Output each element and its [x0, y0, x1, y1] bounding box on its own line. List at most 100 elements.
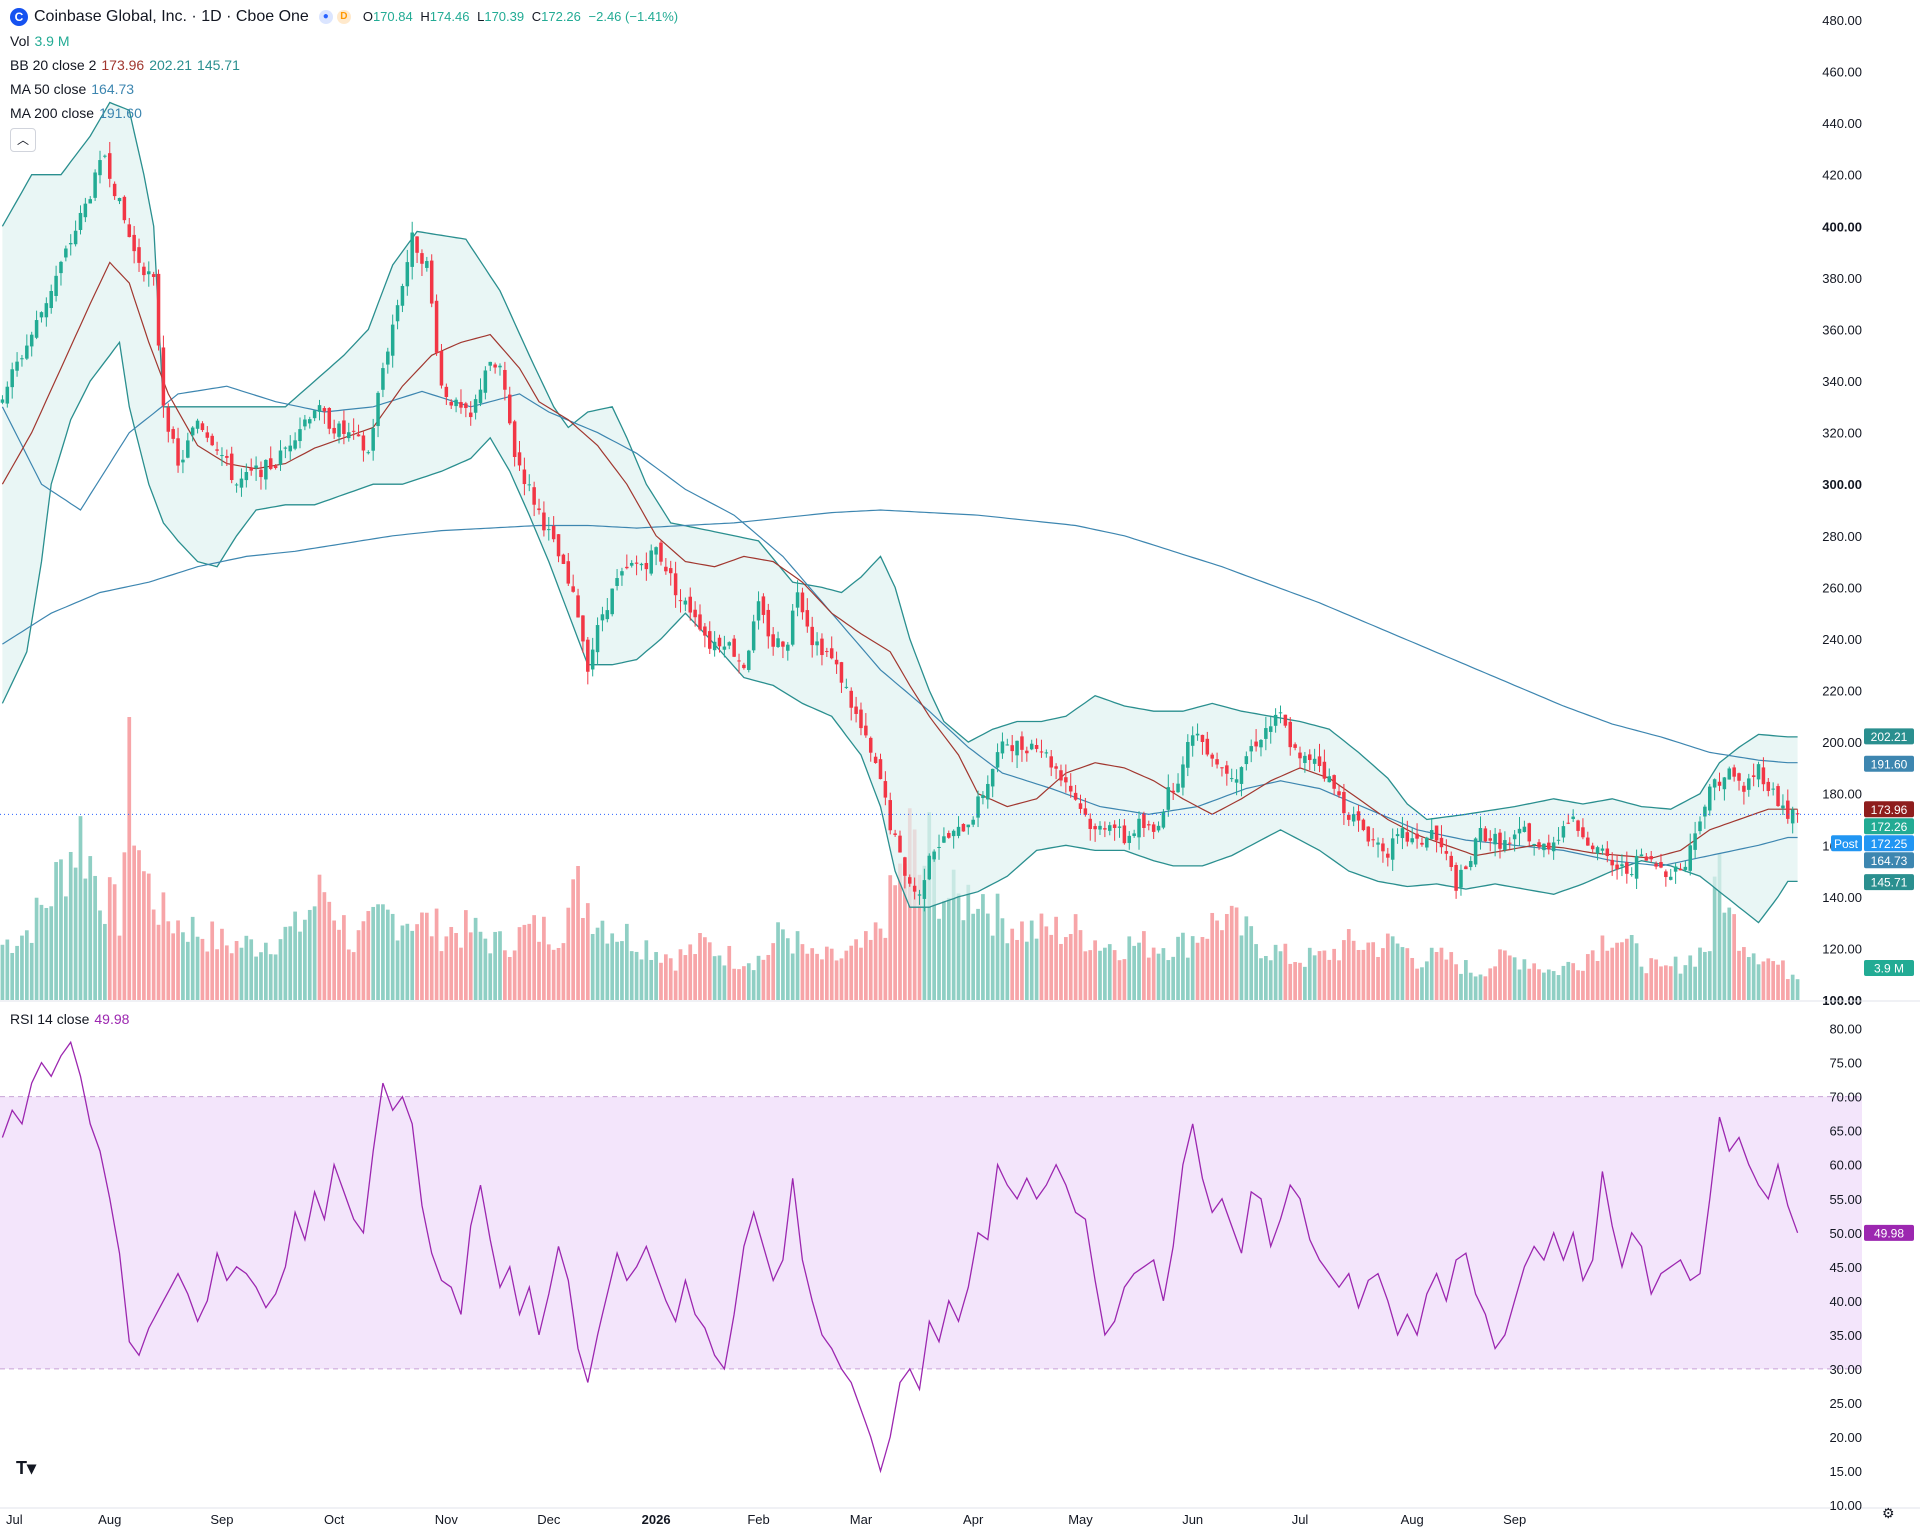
candle[interactable]: [815, 632, 819, 656]
bb-legend[interactable]: BB 20 close 2 173.96 202.21 145.71: [10, 56, 240, 74]
candle[interactable]: [1654, 861, 1658, 870]
candle[interactable]: [1229, 768, 1234, 782]
candle[interactable]: [1742, 781, 1746, 805]
candle[interactable]: [1278, 705, 1283, 724]
candle[interactable]: [127, 217, 132, 238]
candle[interactable]: [1132, 829, 1136, 838]
candle[interactable]: [1503, 831, 1507, 853]
candle[interactable]: [200, 421, 205, 432]
candle[interactable]: [1668, 868, 1673, 881]
candle[interactable]: [1386, 847, 1390, 867]
candle[interactable]: [1527, 822, 1532, 846]
candle[interactable]: [1327, 768, 1332, 783]
candle[interactable]: [1176, 773, 1180, 793]
candle[interactable]: [1034, 738, 1039, 753]
candle[interactable]: [93, 169, 97, 201]
candle[interactable]: [1473, 837, 1478, 868]
candle[interactable]: [381, 362, 385, 398]
bb-upper-axis-label[interactable]: 202.21: [1864, 728, 1914, 745]
candle[interactable]: [1522, 820, 1527, 833]
candle[interactable]: [678, 589, 683, 613]
candle[interactable]: [166, 403, 171, 443]
candle[interactable]: [703, 622, 707, 648]
candle[interactable]: [756, 591, 761, 630]
candle[interactable]: [1732, 764, 1736, 782]
candle[interactable]: [1112, 820, 1117, 841]
candle[interactable]: [439, 343, 444, 389]
candle[interactable]: [732, 635, 736, 658]
candle[interactable]: [5, 381, 10, 408]
candle[interactable]: [161, 335, 166, 418]
candle[interactable]: [1537, 839, 1541, 850]
candle[interactable]: [468, 401, 473, 426]
candle[interactable]: [1693, 821, 1697, 859]
candle[interactable]: [1634, 849, 1639, 890]
candle[interactable]: [244, 463, 249, 488]
candle[interactable]: [1273, 708, 1278, 733]
candle[interactable]: [834, 651, 839, 674]
candle[interactable]: [1020, 731, 1024, 762]
candle[interactable]: [825, 647, 829, 658]
candle[interactable]: [1425, 836, 1429, 851]
candle[interactable]: [278, 440, 283, 471]
candle[interactable]: [1127, 831, 1132, 850]
candle[interactable]: [59, 260, 63, 286]
candle[interactable]: [1551, 836, 1556, 860]
candle[interactable]: [1244, 751, 1249, 771]
candle[interactable]: [249, 458, 253, 476]
candle[interactable]: [493, 362, 497, 374]
candle[interactable]: [1644, 853, 1649, 861]
candle[interactable]: [971, 816, 975, 828]
candle[interactable]: [10, 362, 14, 399]
candle[interactable]: [1068, 773, 1073, 798]
candle[interactable]: [1308, 749, 1312, 771]
candle[interactable]: [156, 269, 161, 351]
candle[interactable]: [1512, 830, 1517, 852]
candle[interactable]: [444, 383, 449, 406]
candle[interactable]: [888, 792, 892, 835]
candle[interactable]: [1078, 794, 1083, 814]
candle[interactable]: [273, 464, 278, 470]
candle[interactable]: [1756, 761, 1761, 788]
candle[interactable]: [1615, 854, 1619, 880]
candle[interactable]: [1195, 723, 1200, 741]
candle[interactable]: [1776, 783, 1780, 807]
candle[interactable]: [747, 649, 751, 673]
candle[interactable]: [1381, 837, 1385, 863]
candle[interactable]: [961, 823, 966, 832]
candle[interactable]: [659, 540, 663, 566]
candle[interactable]: [1659, 853, 1663, 869]
candle[interactable]: [298, 417, 302, 449]
candle[interactable]: [1312, 748, 1317, 772]
candle[interactable]: [1254, 729, 1258, 752]
candle[interactable]: [600, 606, 605, 632]
candle[interactable]: [1010, 734, 1014, 763]
candle[interactable]: [337, 421, 341, 444]
status-icon[interactable]: ●: [318, 10, 333, 24]
candle[interactable]: [859, 702, 863, 736]
candle[interactable]: [673, 561, 678, 608]
candle[interactable]: [990, 768, 995, 798]
candle[interactable]: [556, 533, 561, 563]
candle[interactable]: [1259, 739, 1263, 757]
candle[interactable]: [376, 391, 380, 438]
candle[interactable]: [512, 419, 517, 467]
candle[interactable]: [342, 410, 346, 445]
candle[interactable]: [1464, 865, 1468, 870]
candle[interactable]: [29, 331, 34, 357]
candle[interactable]: [1093, 823, 1097, 842]
candle[interactable]: [693, 601, 697, 627]
candle[interactable]: [1161, 809, 1166, 830]
candle[interactable]: [639, 562, 644, 571]
candle[interactable]: [1200, 734, 1205, 755]
candle[interactable]: [586, 637, 590, 685]
candle[interactable]: [225, 449, 229, 467]
candle[interactable]: [68, 234, 73, 256]
candle[interactable]: [434, 294, 439, 356]
candle[interactable]: [1039, 739, 1044, 758]
candle[interactable]: [610, 588, 614, 617]
candle[interactable]: [229, 446, 234, 484]
candle[interactable]: [1542, 843, 1546, 858]
candle[interactable]: [293, 432, 297, 451]
candle[interactable]: [1795, 809, 1800, 823]
